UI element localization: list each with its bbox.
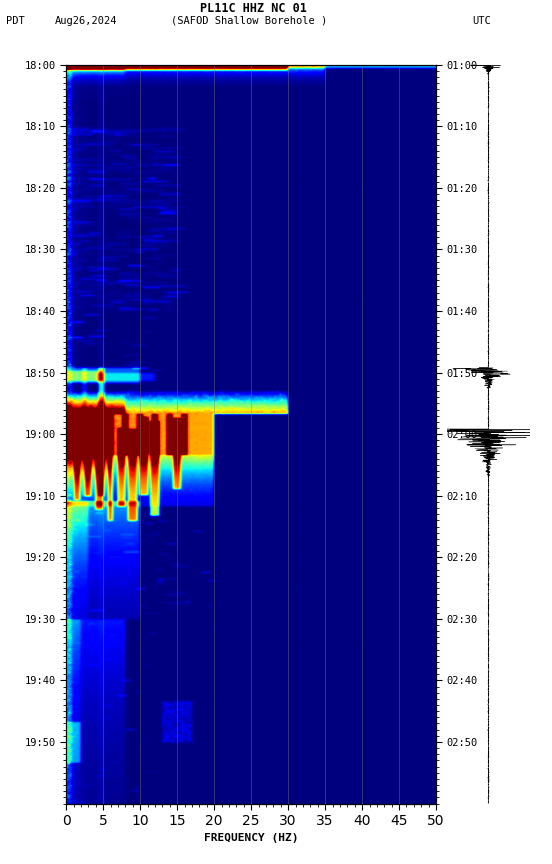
Text: PL11C HHZ NC 01: PL11C HHZ NC 01 [200,3,307,16]
Text: Aug26,2024: Aug26,2024 [55,16,118,26]
Text: (SAFOD Shallow Borehole ): (SAFOD Shallow Borehole ) [171,16,327,26]
X-axis label: FREQUENCY (HZ): FREQUENCY (HZ) [204,834,299,843]
Text: UTC: UTC [472,16,491,26]
Text: PDT: PDT [6,16,24,26]
